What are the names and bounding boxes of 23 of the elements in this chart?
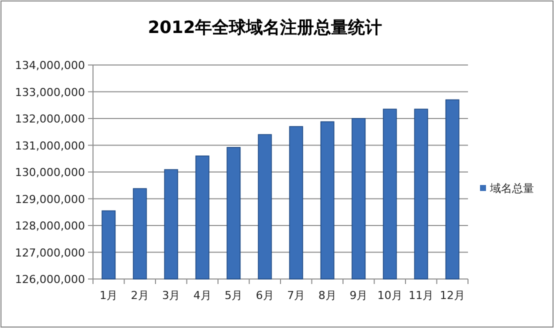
y-tick-label: 132,000,000 (15, 112, 85, 126)
legend-label: 域名总量 (489, 182, 534, 195)
x-tick-label: 5月 (224, 289, 243, 302)
y-tick-label: 134,000,000 (15, 59, 85, 72)
x-tick-label: 4月 (193, 289, 212, 302)
y-tick-label: 130,000,000 (15, 166, 85, 179)
y-tick-label: 129,000,000 (15, 192, 85, 206)
y-tick-label: 131,000,000 (15, 139, 85, 152)
x-tick-label: 9月 (350, 289, 368, 302)
x-tick-label: 12月 (440, 289, 465, 302)
x-tick-label: 10月 (377, 289, 402, 302)
x-tick-label: 8月 (318, 289, 336, 302)
x-tick-label: 1月 (100, 289, 118, 302)
y-tick-label: 128,000,000 (15, 220, 85, 232)
x-tick-label: 11月 (408, 289, 434, 302)
x-tick-label: 6月 (256, 289, 274, 302)
y-tick-label: 127,000,000 (15, 246, 85, 260)
y-tick-label: 133,000,000 (15, 86, 85, 99)
y-tick-label: 126,000,000 (15, 273, 85, 286)
chart-title: 2012年全球域名注册总量统计 (148, 18, 382, 38)
x-tick-label: 2月 (130, 289, 149, 302)
x-tick-label: 7月 (287, 289, 306, 302)
x-tick-label: 3月 (162, 289, 180, 302)
